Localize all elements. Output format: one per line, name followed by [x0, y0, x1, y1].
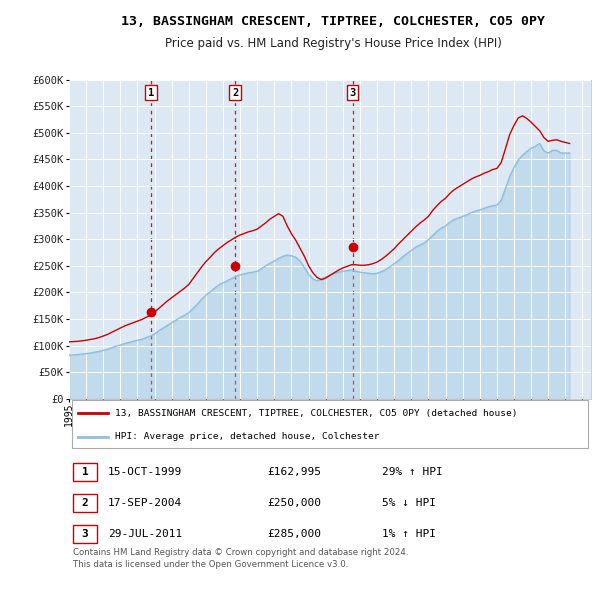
- FancyBboxPatch shape: [71, 401, 589, 448]
- Text: 1% ↑ HPI: 1% ↑ HPI: [382, 529, 436, 539]
- Text: 3: 3: [349, 88, 356, 97]
- Text: 2: 2: [232, 88, 238, 97]
- Text: HPI: Average price, detached house, Colchester: HPI: Average price, detached house, Colc…: [115, 432, 379, 441]
- FancyBboxPatch shape: [73, 525, 97, 543]
- Text: Price paid vs. HM Land Registry's House Price Index (HPI): Price paid vs. HM Land Registry's House …: [164, 37, 502, 50]
- Text: £250,000: £250,000: [268, 498, 322, 508]
- FancyBboxPatch shape: [73, 463, 97, 481]
- Text: 1: 1: [82, 467, 88, 477]
- Text: 3: 3: [82, 529, 88, 539]
- Text: Contains HM Land Registry data © Crown copyright and database right 2024.
This d: Contains HM Land Registry data © Crown c…: [73, 548, 409, 569]
- Text: 13, BASSINGHAM CRESCENT, TIPTREE, COLCHESTER, CO5 0PY (detached house): 13, BASSINGHAM CRESCENT, TIPTREE, COLCHE…: [115, 409, 517, 418]
- Text: 29% ↑ HPI: 29% ↑ HPI: [382, 467, 443, 477]
- Text: £162,995: £162,995: [268, 467, 322, 477]
- Text: 2: 2: [82, 498, 88, 508]
- Text: 13, BASSINGHAM CRESCENT, TIPTREE, COLCHESTER, CO5 0PY: 13, BASSINGHAM CRESCENT, TIPTREE, COLCHE…: [121, 15, 545, 28]
- Text: 5% ↓ HPI: 5% ↓ HPI: [382, 498, 436, 508]
- Text: 17-SEP-2004: 17-SEP-2004: [108, 498, 182, 508]
- Text: 15-OCT-1999: 15-OCT-1999: [108, 467, 182, 477]
- FancyBboxPatch shape: [73, 494, 97, 512]
- Text: £285,000: £285,000: [268, 529, 322, 539]
- Text: 29-JUL-2011: 29-JUL-2011: [108, 529, 182, 539]
- Text: 1: 1: [148, 88, 154, 97]
